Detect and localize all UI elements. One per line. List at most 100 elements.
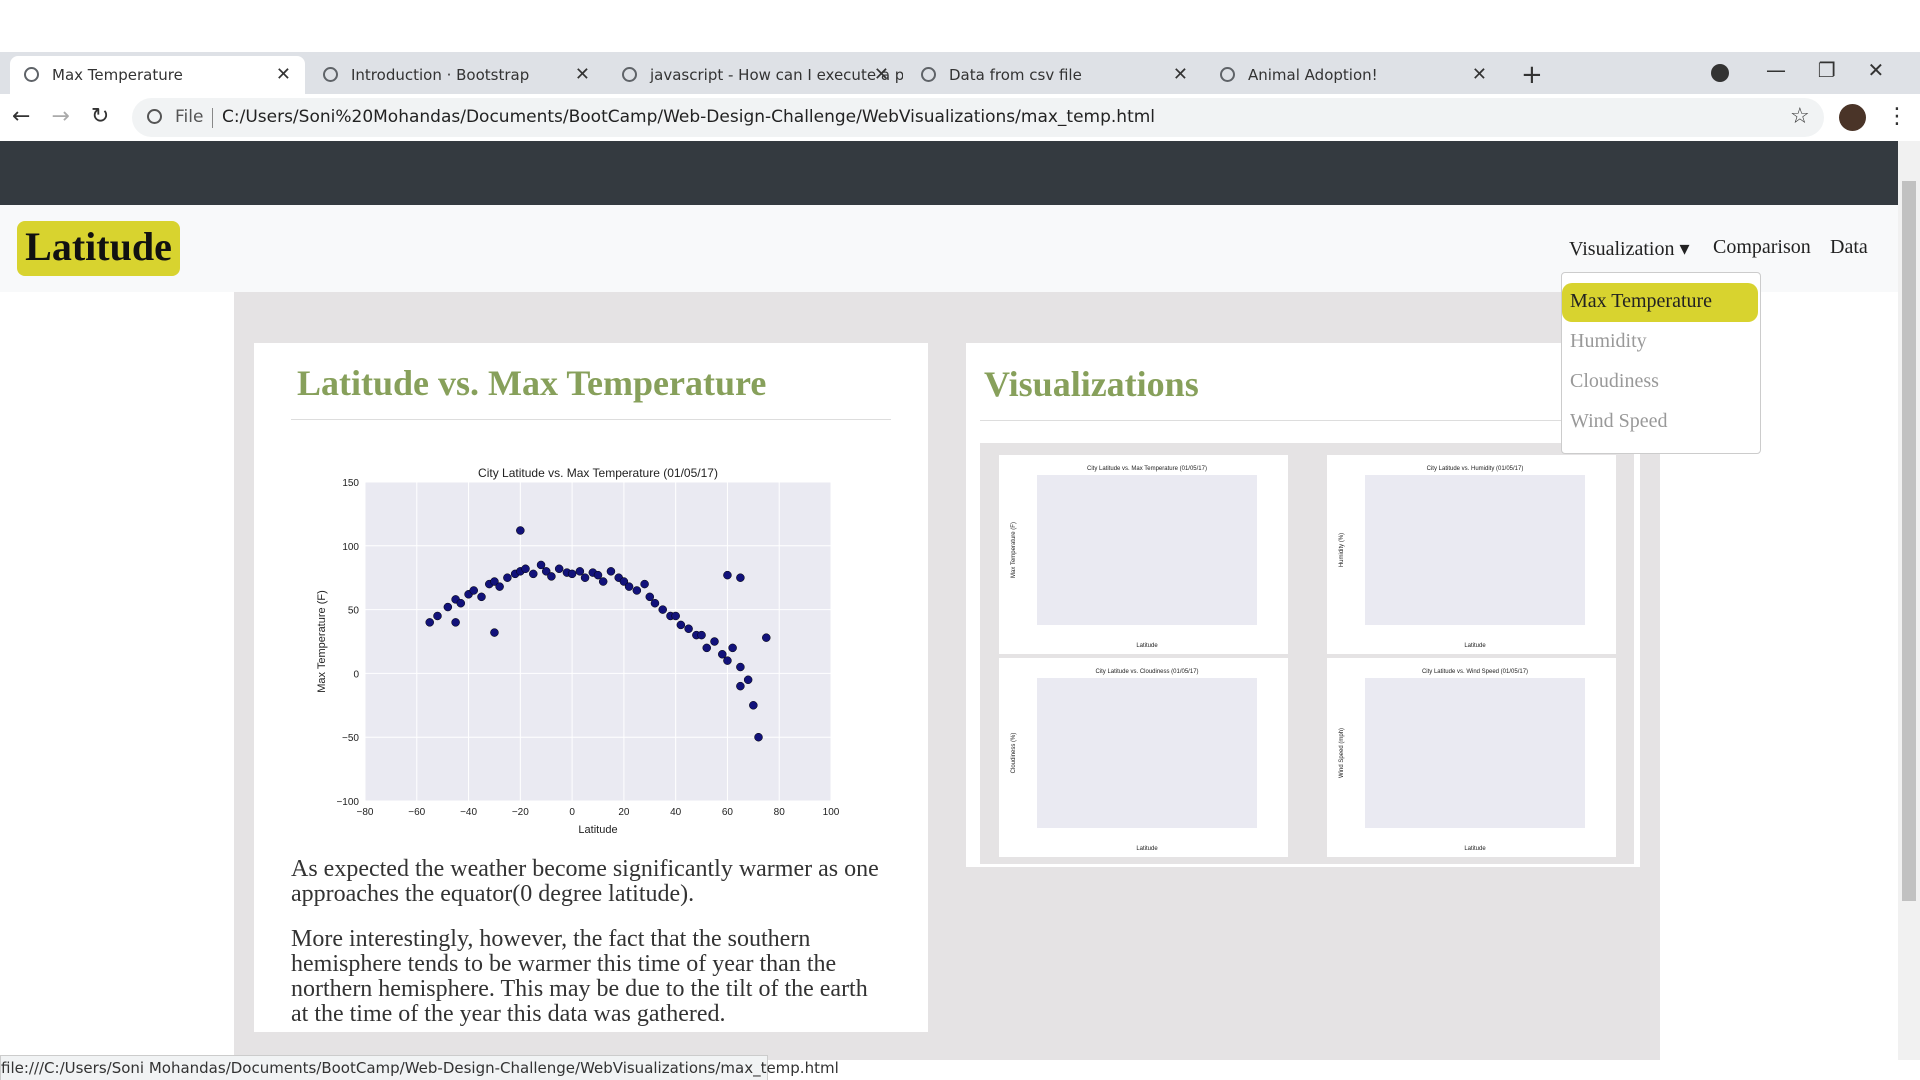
- tab-title: Animal Adoption!: [1248, 66, 1378, 84]
- tab-close[interactable]: ✕: [1471, 64, 1487, 85]
- point: [451, 618, 460, 627]
- dropdown-item[interactable]: Wind Speed: [1570, 410, 1668, 432]
- plot-area: [365, 482, 831, 801]
- thumb-plot: [1365, 678, 1585, 828]
- x-tick-label: −20: [512, 807, 529, 818]
- point: [443, 602, 453, 612]
- paragraph: As expected the weather become significa…: [291, 856, 879, 907]
- divider: [980, 420, 1630, 421]
- nav-link[interactable]: Visualization ▾: [1569, 238, 1690, 260]
- tab-close[interactable]: ✕: [574, 64, 590, 85]
- tab-icon: [622, 67, 637, 82]
- point: [671, 611, 680, 621]
- point: [477, 592, 486, 602]
- url: C:/Users/Soni%20Mohandas/Documents/BootC…: [222, 107, 1156, 127]
- thumb-x-label: Latitude: [1464, 643, 1486, 649]
- bookmark-star[interactable]: ☆: [1790, 104, 1810, 129]
- point: [743, 675, 753, 685]
- point: [632, 586, 642, 595]
- tab-close[interactable]: ✕: [1172, 64, 1188, 85]
- tab-title: javascript - How can I execute a p: [650, 66, 903, 84]
- point: [606, 567, 616, 576]
- menu[interactable]: ⋮: [1886, 104, 1908, 129]
- point: [503, 573, 512, 582]
- tab-title: Data from csv file: [949, 66, 1082, 84]
- tab-icon: [921, 67, 936, 82]
- tab[interactable]: Animal Adoption! ✕: [1206, 56, 1501, 94]
- profile-avatar[interactable]: [1839, 104, 1866, 131]
- card-title: Latitude vs. Max Temperature: [297, 363, 767, 403]
- dropdown-item[interactable]: Max Temperature: [1570, 290, 1713, 312]
- point: [723, 570, 732, 580]
- x-tick-label: 20: [618, 807, 630, 818]
- thumbnail[interactable]: City Latitude vs. Humidity (01/05/17) Lat…: [1327, 455, 1616, 654]
- info-icon[interactable]: [147, 109, 162, 124]
- tab[interactable]: javascript - How can I execute a p ✕: [608, 56, 903, 94]
- y-tick-label: −100: [336, 797, 359, 808]
- card-title: Visualizations: [984, 364, 1199, 404]
- point: [736, 681, 745, 691]
- nav-link[interactable]: Comparison: [1713, 236, 1811, 258]
- separator: [212, 108, 213, 128]
- window-controls[interactable]: — ❐ ✕: [1766, 58, 1885, 82]
- tab-strip: [0, 52, 1920, 94]
- tab-close[interactable]: ✕: [275, 64, 291, 85]
- thumb-y-label: Humidity (%): [1339, 533, 1345, 567]
- point: [598, 577, 608, 586]
- thumb-plot: [1037, 678, 1257, 828]
- thumb-plot: [1037, 475, 1257, 625]
- brand[interactable]: Latitude: [17, 221, 180, 276]
- point: [710, 637, 719, 646]
- paragraph: More interestingly, however, the fact th…: [291, 926, 868, 1027]
- thumb-title: City Latitude vs. Humidity (01/05/17): [1427, 466, 1524, 472]
- thumb-title: City Latitude vs. Wind Speed (01/05/17): [1422, 669, 1528, 675]
- x-tick-label: 80: [774, 807, 786, 818]
- nav-buttons[interactable]: ← → ↻: [12, 104, 110, 129]
- tab-close[interactable]: ✕: [873, 64, 889, 85]
- tab[interactable]: Data from csv file ✕: [907, 56, 1202, 94]
- point: [624, 582, 634, 591]
- point: [723, 656, 732, 665]
- point: [702, 643, 711, 653]
- thumb-x-label: Latitude: [1136, 846, 1158, 852]
- point: [521, 564, 530, 574]
- point: [490, 577, 499, 586]
- point: [567, 569, 577, 579]
- status-bar: file:///C:/Users/Soni Mohandas/Documents…: [0, 1055, 839, 1080]
- x-axis-label: Latitude: [578, 824, 617, 836]
- nav-link[interactable]: Data: [1830, 236, 1868, 258]
- nav-link-text[interactable]: Visualization: [1569, 238, 1675, 260]
- tab-icon: [323, 67, 338, 82]
- point: [640, 579, 649, 589]
- top-bar: [0, 141, 1898, 205]
- thumbnail[interactable]: City Latitude vs. Max Temperature (01/05…: [999, 455, 1288, 654]
- thumb-x-label: Latitude: [1136, 643, 1158, 649]
- thumb-x-label: Latitude: [1464, 846, 1486, 852]
- tab[interactable]: Max Temperature ✕: [10, 56, 305, 94]
- point: [536, 560, 546, 570]
- tab[interactable]: Introduction · Bootstrap ✕: [309, 56, 604, 94]
- point: [529, 569, 538, 579]
- thumb-plot: [1365, 475, 1585, 625]
- dropdown-item[interactable]: Humidity: [1570, 330, 1647, 352]
- address-bar[interactable]: [132, 98, 1824, 137]
- point: [619, 577, 629, 586]
- tab-search[interactable]: [1711, 64, 1729, 82]
- thumbnail[interactable]: City Latitude vs. Cloudiness (01/05/17) L…: [999, 658, 1288, 857]
- y-axis-label: Max Temperature (F): [316, 590, 328, 693]
- dropdown-item[interactable]: Cloudiness: [1570, 370, 1659, 392]
- point: [541, 567, 551, 576]
- dropdown-active-bg: [1562, 283, 1758, 322]
- y-tick-label: −50: [342, 733, 359, 744]
- new-tab[interactable]: +: [1521, 60, 1543, 90]
- thumb-title: City Latitude vs. Cloudiness (01/05/17): [1095, 669, 1198, 675]
- thumbnail[interactable]: City Latitude vs. Wind Speed (01/05/17) L…: [1327, 658, 1616, 857]
- point: [728, 643, 737, 653]
- x-tick-label: −80: [357, 807, 374, 818]
- tab-title: Introduction · Bootstrap: [351, 66, 530, 84]
- x-tick-label: 60: [722, 807, 734, 818]
- scrollbar[interactable]: [1898, 141, 1920, 1060]
- thumb-y-label: Cloudiness (%): [1011, 733, 1017, 774]
- point: [425, 618, 434, 627]
- scheme: File: [175, 107, 204, 127]
